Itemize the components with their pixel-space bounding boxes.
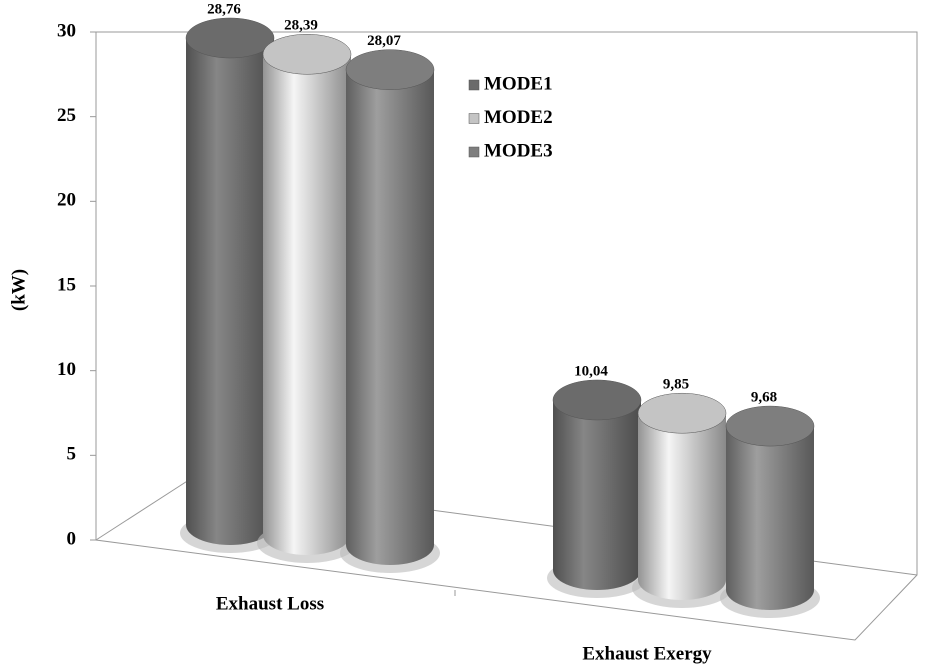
legend-label: MODE3 <box>484 140 553 161</box>
bar-top <box>725 405 815 447</box>
value-label: 28,39 <box>284 18 318 34</box>
bar-top <box>637 392 727 434</box>
x-tick-label: Exhaust Loss <box>216 593 324 614</box>
bar <box>263 54 351 555</box>
value-label: 28,07 <box>367 33 401 49</box>
bar <box>553 399 641 590</box>
y-tick-label: 30 <box>57 20 76 41</box>
bar <box>726 426 814 610</box>
legend-label: MODE1 <box>484 73 553 94</box>
y-tick-label: 10 <box>57 359 76 380</box>
y-tick-label: 0 <box>67 528 77 549</box>
legend-label: MODE2 <box>484 107 553 128</box>
legend-swatch <box>468 79 480 91</box>
bar <box>638 413 726 600</box>
y-tick-label: 25 <box>57 105 76 126</box>
bar-top <box>262 34 352 75</box>
value-label: 28,76 <box>207 1 241 17</box>
bar-top <box>345 49 435 90</box>
y-axis-label: (kW) <box>8 269 29 311</box>
bar-top <box>185 17 275 59</box>
bar-top <box>552 379 642 421</box>
x-tick-label: Exhaust Exergy <box>582 643 712 664</box>
value-label: 9,68 <box>751 390 777 406</box>
y-tick-label: 20 <box>57 190 76 211</box>
bar <box>186 37 274 545</box>
value-label: 10,04 <box>574 363 608 379</box>
legend-swatch <box>468 146 480 158</box>
legend-swatch <box>468 113 480 124</box>
bar <box>346 69 434 565</box>
y-tick-label: 15 <box>57 274 76 295</box>
y-tick-label: 5 <box>67 444 77 465</box>
value-label: 9,85 <box>663 377 689 393</box>
